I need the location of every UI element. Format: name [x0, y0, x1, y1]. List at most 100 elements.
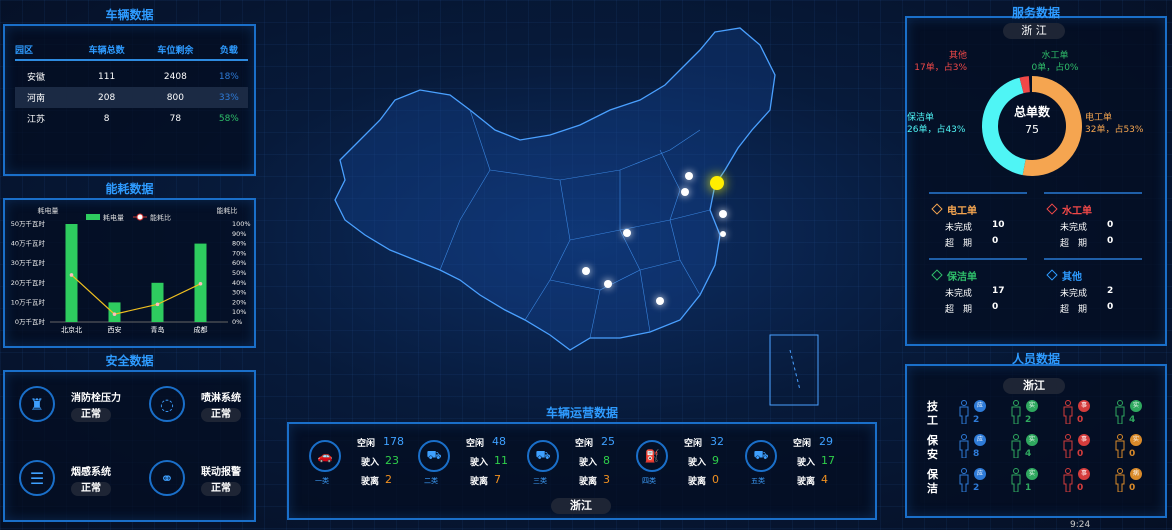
china-map	[334, 27, 819, 406]
unfinished-value: 0	[1107, 220, 1114, 230]
card-title: 电工单	[947, 206, 977, 217]
ratio-point[interactable]	[69, 273, 74, 277]
in-label: 驶入	[361, 458, 380, 468]
vehicle-operations-panel: 车辆运营数据 🚗 一类 空闲 178 驶入 23 驶离 2 ⛟ 二类 空闲 48 …	[287, 406, 877, 520]
donut-slice[interactable]	[1022, 76, 1082, 176]
count-value: 8	[973, 449, 980, 459]
count-value: 4	[1025, 449, 1032, 459]
ratio-point[interactable]	[155, 302, 160, 307]
map-marker-highlight	[710, 176, 724, 190]
tanker-icon[interactable]: ⛽	[636, 440, 668, 472]
out-label: 驶离	[579, 477, 598, 487]
box-truck-icon[interactable]: ⛟	[745, 440, 777, 472]
map-markers	[582, 172, 727, 305]
legend-label: 能耗比	[150, 213, 171, 222]
idle-label: 空闲	[357, 439, 376, 449]
table-row[interactable]: 河南 208 800 33%	[15, 87, 248, 108]
unfinished-label: 未完成	[945, 289, 973, 299]
out-label: 驶离	[797, 477, 816, 487]
bar[interactable]	[65, 224, 78, 322]
overdue-label: 超 期	[1060, 305, 1088, 315]
in-value: 11	[494, 454, 508, 467]
out-label: 驶离	[361, 477, 380, 487]
region-selector[interactable]: 浙 江	[1003, 23, 1065, 39]
region-selector[interactable]: 浙江	[551, 498, 611, 514]
slice-value: 0单，占0%	[1031, 61, 1078, 73]
count-value: 0	[1077, 449, 1084, 459]
col-header: 车辆总数	[72, 40, 142, 61]
diamond-icon	[1046, 203, 1058, 215]
hydrant-icon: ♜	[19, 386, 55, 422]
donut-slice[interactable]	[1019, 76, 1030, 94]
bar[interactable]	[108, 302, 121, 322]
status-badge: 实	[1130, 400, 1142, 412]
person-icon	[1063, 400, 1073, 424]
table-row[interactable]: 江苏 8 78 58%	[15, 108, 248, 129]
x-tick-label: 西安	[108, 325, 122, 334]
class-name: 一类	[315, 477, 329, 485]
car-icon[interactable]: 🚗	[309, 440, 341, 472]
unfinished-value: 2	[1107, 286, 1114, 296]
class-name: 二类	[424, 477, 438, 485]
safety-item-name: 消防栓压力	[71, 393, 121, 404]
vehicle-data-panel: 车辆数据 园区 车辆总数 车位剩余 负载 安徽 111 2408 18% 河南 208 800 3…	[3, 8, 256, 176]
diamond-icon	[1046, 269, 1058, 281]
ratio-point[interactable]	[112, 312, 117, 316]
alarm-link-icon: ⚭	[149, 460, 185, 496]
unfinished-label: 未完成	[1060, 223, 1088, 233]
energy-panel: 能耗数据	[3, 182, 256, 348]
count-value: 2	[973, 483, 980, 493]
unfinished-label: 未完成	[945, 223, 973, 233]
out-value: 3	[603, 473, 610, 486]
y2-tick-label: 60%	[232, 259, 246, 267]
overdue-label: 超 期	[945, 239, 973, 249]
legend-line-marker	[136, 213, 144, 221]
in-label: 驶入	[688, 458, 707, 468]
donut-slice[interactable]	[982, 77, 1026, 176]
in-label: 驶入	[579, 458, 598, 468]
cell: 800	[166, 92, 184, 103]
truck-icon[interactable]: ⛟	[527, 440, 559, 472]
cell: 58%	[218, 113, 239, 124]
slice-value: 17单，占3%	[914, 61, 967, 73]
person-icon	[1011, 434, 1021, 458]
bar[interactable]	[151, 282, 164, 322]
legend-label: 耗电量	[103, 213, 124, 222]
idle-value: 29	[819, 435, 833, 448]
out-value: 2	[385, 473, 392, 486]
panel-title: 能耗数据	[105, 182, 154, 196]
y2-tick-label: 100%	[232, 220, 251, 228]
ratio-point[interactable]	[198, 281, 203, 286]
cell: 18%	[218, 71, 239, 82]
safety-status: 正常	[201, 482, 241, 496]
table-row[interactable]: 安徽 111 2408 18%	[15, 66, 248, 87]
person-icon	[959, 434, 969, 458]
out-value: 0	[712, 473, 719, 486]
count-value: 0	[1129, 483, 1136, 493]
out-label: 驶离	[688, 477, 707, 487]
role-label: 技工	[927, 400, 938, 427]
cell: 河南	[27, 94, 46, 104]
col-header: 园区	[15, 40, 73, 61]
slice-name: 保洁单	[907, 111, 934, 123]
donut-total: 75	[1025, 123, 1039, 136]
smoke-detector-icon: ☰	[19, 460, 55, 496]
in-label: 驶入	[797, 458, 816, 468]
overdue-value: 0	[992, 302, 999, 312]
y-tick-label: 10万千瓦时	[11, 297, 46, 306]
count-value: 1	[1025, 483, 1032, 493]
region-selector[interactable]: 浙江	[1003, 378, 1065, 394]
status-badge: 事	[1078, 434, 1090, 446]
van-icon[interactable]: ⛟	[418, 440, 450, 472]
idle-value: 48	[492, 435, 506, 448]
in-value: 9	[712, 454, 719, 467]
divider	[929, 258, 1027, 260]
in-value: 17	[821, 454, 835, 467]
panel-title: 安全数据	[105, 354, 154, 368]
clock: 9:24	[1070, 520, 1091, 530]
y2-tick-label: 0%	[232, 318, 242, 326]
map-outline	[334, 27, 776, 351]
card-title: 其他	[1062, 272, 1082, 283]
safety-item-name: 联动报警	[201, 467, 241, 478]
